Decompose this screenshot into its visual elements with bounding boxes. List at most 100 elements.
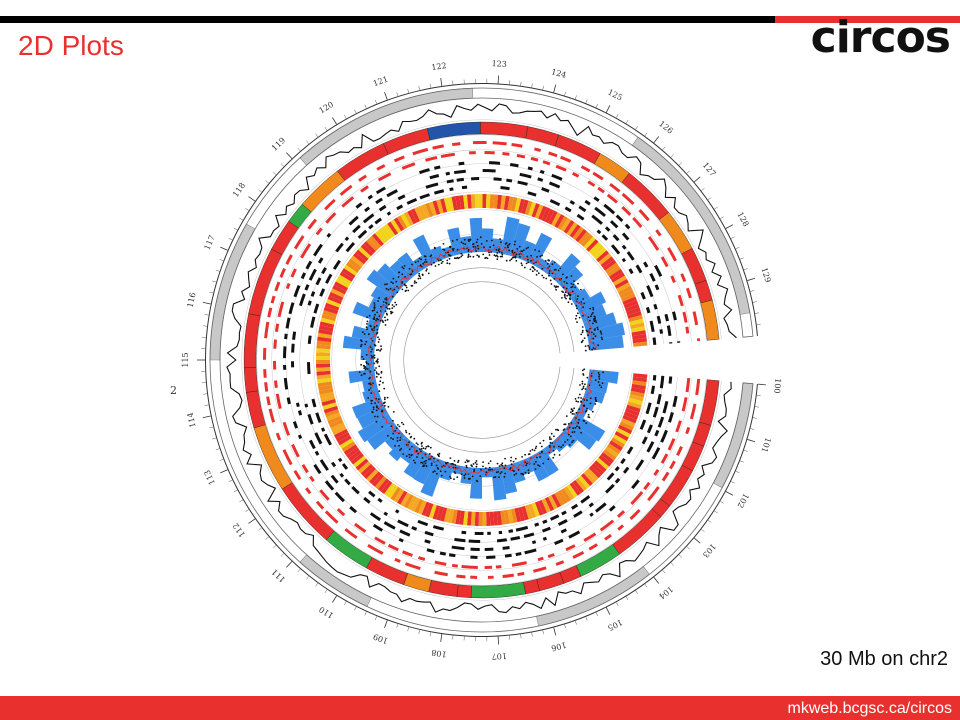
minor-tick [374, 99, 377, 104]
heatmap-cell [407, 495, 417, 510]
black-segment [672, 395, 678, 408]
histogram-bar [447, 227, 464, 256]
tick-label: 118 [231, 181, 247, 199]
scatter-point [500, 252, 503, 254]
black-segment [439, 551, 447, 556]
histogram-bar [366, 269, 400, 299]
heatmap-cell [500, 195, 506, 210]
scatter-point [568, 426, 571, 429]
scatter-point [578, 418, 580, 421]
red-segment [470, 575, 478, 579]
scatter-point [558, 445, 560, 448]
red-segment [677, 294, 684, 307]
scatter-point [582, 374, 585, 376]
heatmap-cell [507, 196, 514, 211]
black-segment [339, 472, 345, 478]
major-tick [248, 518, 256, 524]
red-segment [667, 247, 677, 262]
black-segment [554, 538, 564, 546]
heatmap-cell [600, 256, 615, 268]
minor-tick [595, 612, 599, 617]
header-rule-accent [775, 16, 960, 23]
scatter-point [581, 380, 584, 383]
scatter-point [580, 431, 582, 434]
scatter-point [500, 463, 503, 466]
red-segment [572, 172, 580, 178]
histogram-bar [352, 396, 385, 419]
black-segment [344, 478, 351, 486]
scatter-point [415, 442, 418, 444]
red-segment [267, 307, 273, 318]
red-segment [685, 326, 690, 334]
scatter-point [469, 238, 471, 241]
minor-tick [542, 85, 544, 90]
major-tick [693, 537, 701, 544]
black-segment [646, 285, 654, 298]
red-segment [604, 533, 612, 541]
black-segment [668, 376, 673, 384]
heatmap-cell [440, 507, 448, 522]
scatter-point [548, 265, 551, 268]
black-segment [348, 215, 359, 226]
scatter-point [453, 478, 455, 481]
red-segment [274, 281, 281, 292]
scatter-point [377, 348, 380, 351]
minor-tick [701, 529, 705, 532]
scatter-point [570, 435, 572, 438]
red-segment [324, 510, 339, 524]
scatter-point [440, 474, 443, 477]
minor-tick [531, 632, 533, 637]
heatmap-cell [514, 197, 522, 213]
histogram-bar [367, 421, 400, 450]
scatter-point [369, 376, 371, 379]
scatter-point [589, 397, 592, 400]
scatter-point [565, 287, 568, 290]
red-segment [484, 151, 495, 155]
red-segment [542, 160, 551, 166]
scatter-point [520, 472, 523, 475]
scatter-point [555, 268, 557, 271]
heatmap-cell [387, 484, 399, 499]
black-segment [320, 427, 326, 432]
red-segment [492, 141, 507, 146]
black-segment [539, 169, 545, 174]
minor-tick [212, 437, 217, 440]
black-segment [456, 177, 464, 182]
band-segment [428, 580, 459, 597]
scatter-point [592, 312, 594, 314]
red-segment [279, 268, 286, 278]
scatter-point [475, 460, 478, 462]
scatter-point [418, 275, 421, 278]
black-segment [351, 486, 360, 495]
minor-tick [564, 624, 566, 629]
scatter-point [475, 479, 478, 482]
heatmap-cell [348, 258, 362, 270]
scatter-point [438, 455, 440, 458]
heatmap-cell [609, 268, 623, 280]
heatmap-cell [333, 428, 349, 439]
heatmap-cell [528, 201, 537, 217]
scatter-point [401, 273, 404, 276]
scatter-point [578, 408, 581, 411]
scatter-point [583, 368, 586, 371]
black-segment [368, 224, 374, 230]
black-segment [641, 436, 648, 445]
scatter-point [476, 254, 479, 257]
major-tick [440, 634, 443, 643]
scatter-point [373, 306, 376, 309]
red-segment [592, 171, 604, 181]
major-tick [725, 224, 734, 229]
red-segment [290, 268, 297, 278]
scatter-point [365, 362, 368, 365]
black-segment [639, 419, 647, 430]
heatmap-cell [451, 509, 458, 524]
scatter-point [584, 383, 586, 386]
heatmap-cell [470, 511, 476, 526]
scatter-point [535, 273, 538, 276]
black-segment [645, 306, 651, 314]
tick-label: 114 [186, 412, 198, 429]
scatter-point [500, 471, 503, 473]
heatmap-cell [436, 199, 444, 214]
scatter-point [560, 446, 563, 449]
black-segment [621, 244, 627, 250]
